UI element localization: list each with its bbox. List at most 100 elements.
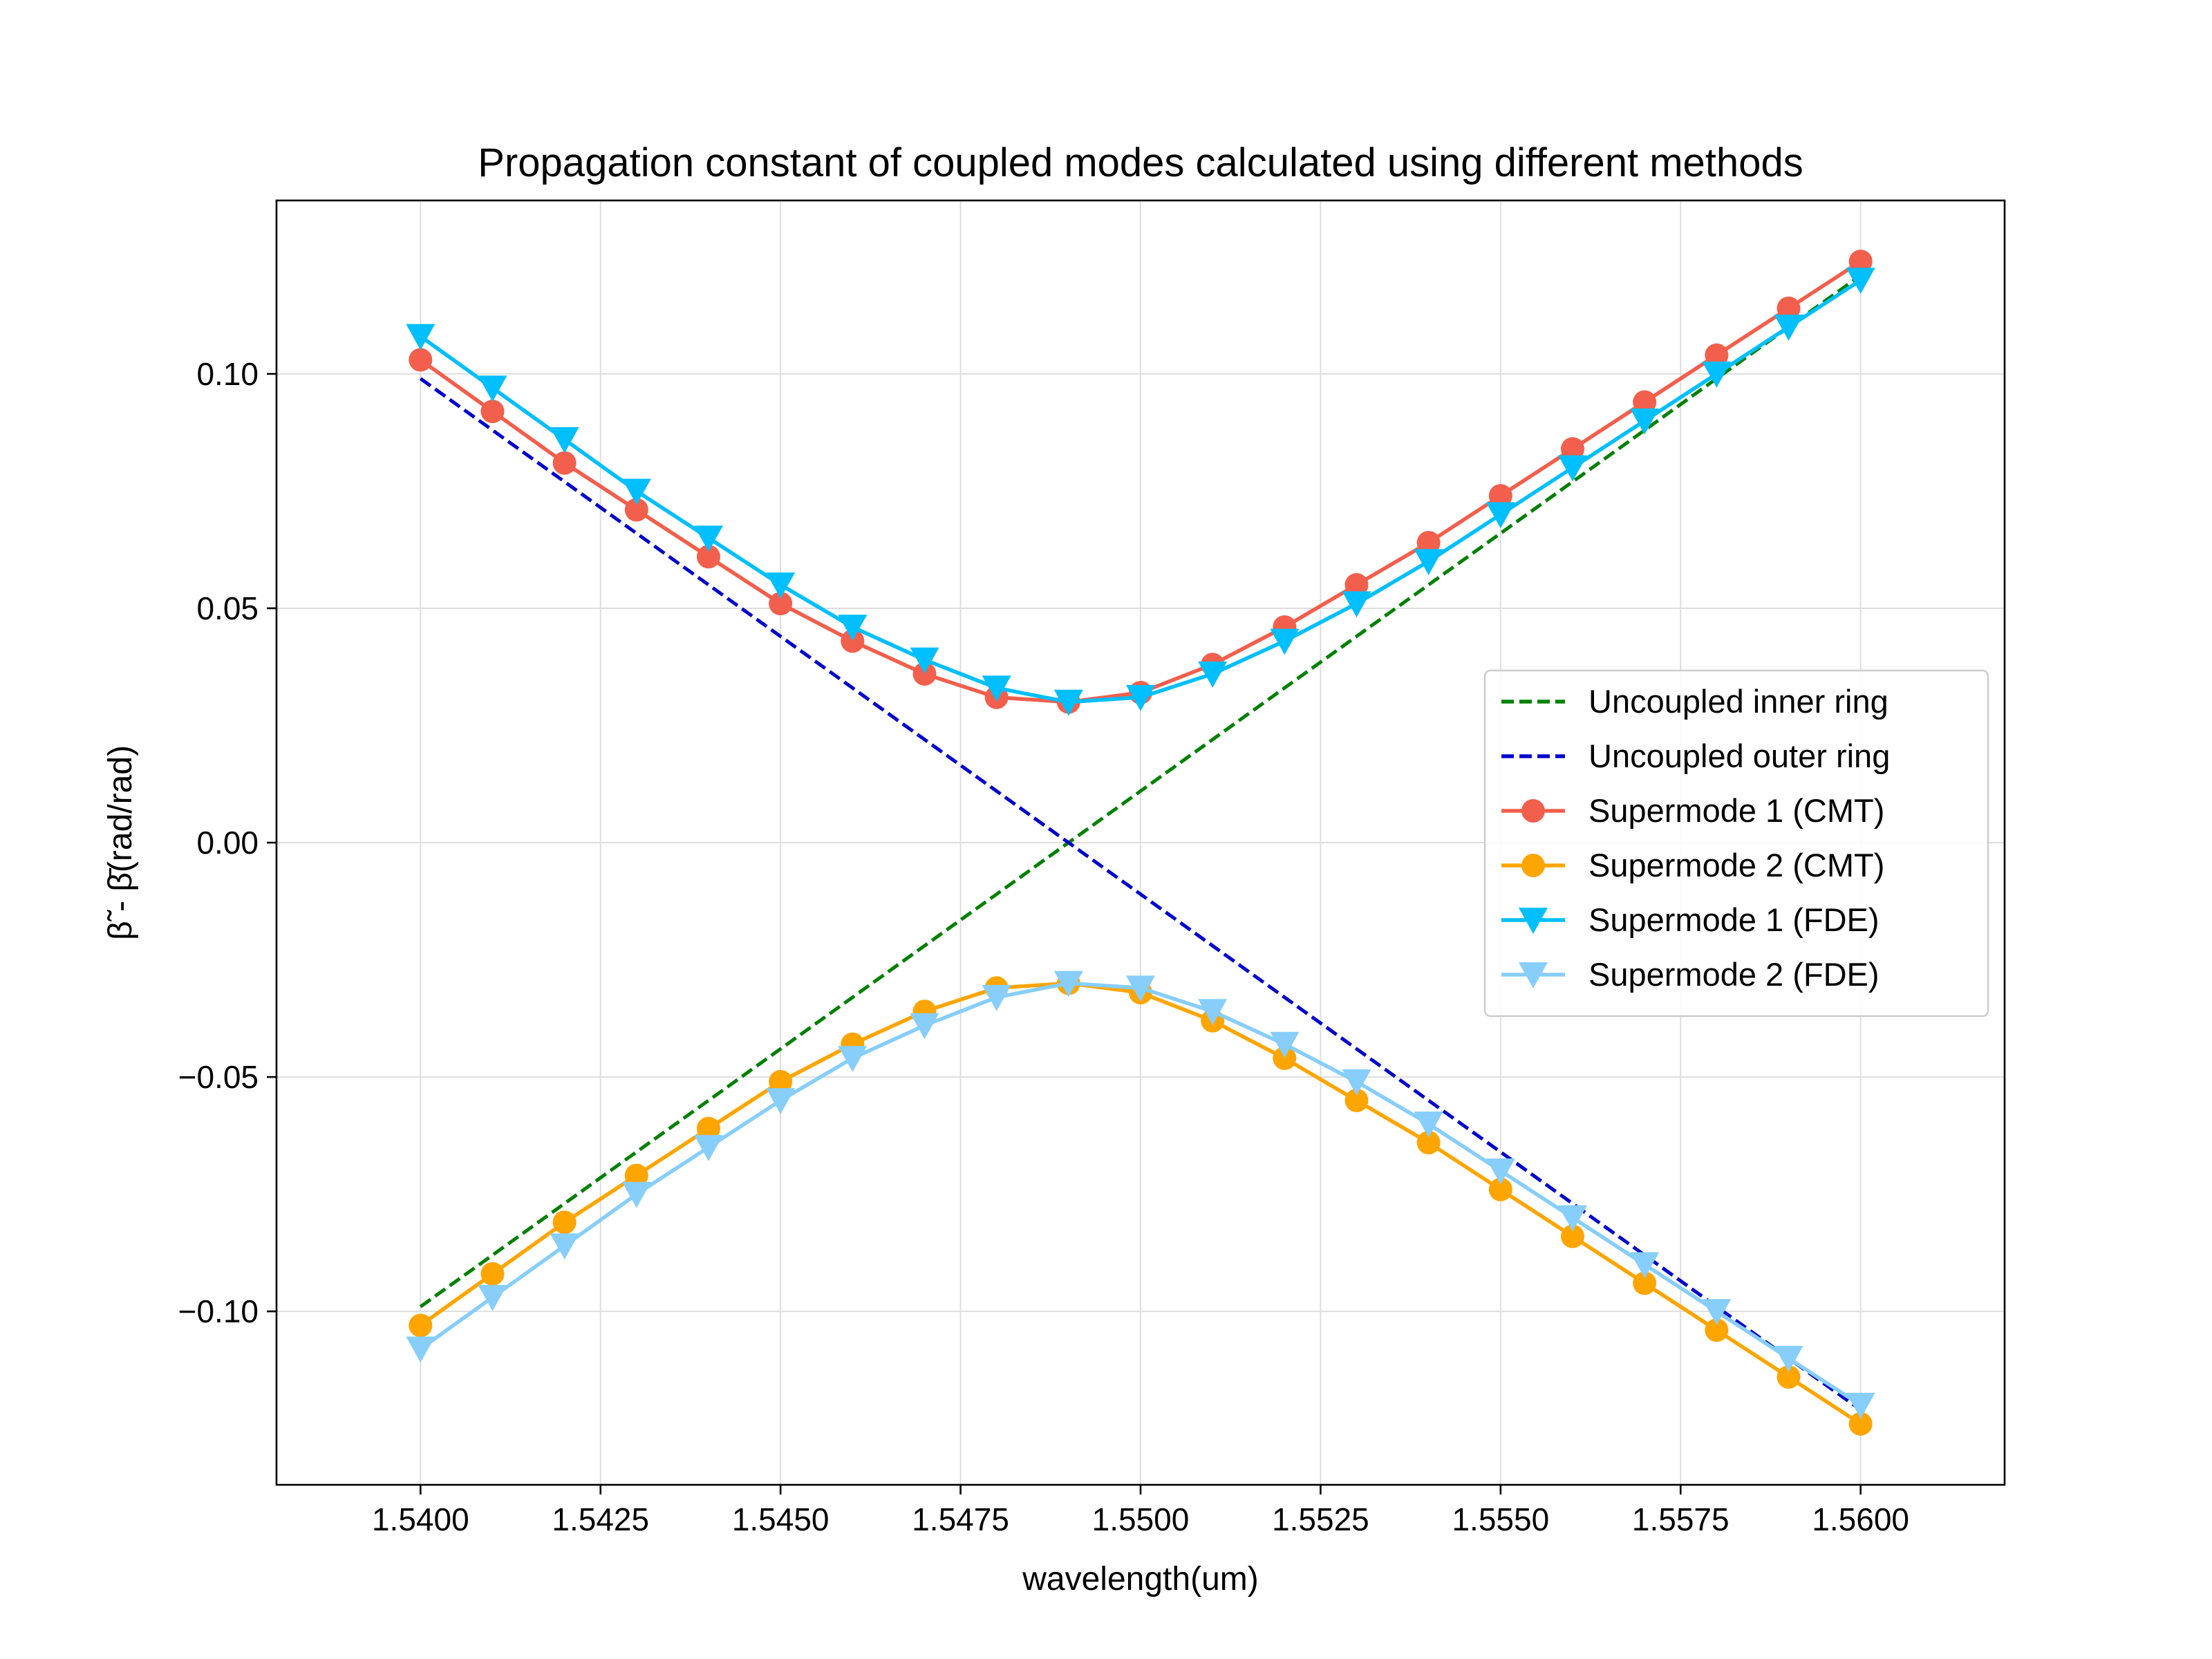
data-point — [1630, 1252, 1660, 1279]
legend-item: Supermode 1 (CMT) — [1501, 792, 1884, 829]
data-point — [766, 572, 796, 599]
legend-label: Supermode 2 (CMT) — [1588, 847, 1884, 883]
data-point — [1777, 296, 1801, 320]
legend-label: Supermode 2 (FDE) — [1588, 956, 1880, 993]
data-point — [1126, 684, 1155, 711]
data-point — [1630, 408, 1660, 435]
data-point — [1705, 343, 1729, 367]
data-point — [1270, 628, 1300, 655]
legend-marker — [1519, 908, 1548, 934]
y-axis-label: β̃ - β̄(rad/rad) — [102, 745, 139, 940]
x-tick-label: 1.5550 — [1452, 1501, 1549, 1537]
data-point — [1561, 437, 1584, 461]
data-point — [1342, 591, 1371, 618]
legend-marker — [1519, 962, 1548, 988]
series-4 — [406, 268, 1875, 716]
data-point — [478, 375, 507, 402]
data-point — [1273, 1046, 1297, 1070]
data-point — [982, 675, 1011, 702]
legend-label: Uncoupled inner ring — [1588, 683, 1888, 720]
data-point — [1705, 1318, 1729, 1342]
x-tick-label: 1.5575 — [1632, 1501, 1730, 1537]
series-line — [419, 377, 1862, 1412]
data-point — [1053, 689, 1083, 716]
data-point — [1774, 315, 1803, 341]
legend-item: Uncoupled inner ring — [1501, 683, 1888, 720]
legend-label: Supermode 1 (CMT) — [1588, 792, 1884, 829]
x-tick-label: 1.5450 — [732, 1501, 830, 1537]
data-point — [1126, 975, 1155, 1002]
data-point — [982, 984, 1011, 1011]
series-1 — [419, 377, 1862, 1412]
data-point — [1777, 1365, 1801, 1389]
data-point — [1633, 1271, 1657, 1295]
series-line — [419, 274, 1862, 1309]
data-point — [769, 592, 793, 616]
data-point — [1198, 999, 1228, 1026]
y-tick-label: 0.00 — [196, 825, 259, 861]
data-point — [838, 615, 868, 641]
data-point — [552, 1210, 577, 1235]
data-point — [1414, 549, 1443, 576]
x-tick-label: 1.5475 — [912, 1501, 1009, 1537]
data-point — [621, 1181, 651, 1208]
legend-item: Supermode 2 (FDE) — [1501, 956, 1880, 993]
data-point — [1633, 390, 1657, 414]
data-point — [912, 662, 937, 686]
data-point — [550, 427, 579, 453]
legend-item: Supermode 2 (CMT) — [1501, 847, 1884, 883]
x-tick-label: 1.5425 — [552, 1501, 649, 1537]
data-point — [1416, 531, 1441, 555]
data-point — [1342, 1069, 1371, 1096]
legend-box — [1483, 669, 1989, 1018]
x-tick-label: 1.5525 — [1272, 1501, 1369, 1537]
series-5 — [406, 971, 1875, 1419]
data-point — [1344, 573, 1369, 597]
data-point — [550, 1233, 579, 1260]
legend: Uncoupled inner ring Uncoupled outer ring… — [1483, 669, 1989, 1018]
data-point — [624, 1163, 648, 1188]
data-point — [409, 1313, 433, 1338]
data-point — [624, 498, 648, 522]
series-0 — [419, 274, 1862, 1309]
legend-item: Uncoupled outer ring — [1501, 738, 1890, 774]
data-point — [910, 647, 939, 674]
data-point — [841, 629, 865, 653]
data-point — [1488, 1177, 1512, 1201]
x-tick-label: 1.5500 — [1092, 1501, 1190, 1537]
data-point — [1846, 268, 1875, 294]
series-layer — [406, 250, 1875, 1436]
data-point — [406, 1336, 435, 1363]
legend-marker — [1521, 854, 1545, 877]
data-point — [1488, 484, 1512, 508]
legend-marker — [1521, 799, 1545, 823]
data-point — [552, 451, 577, 475]
data-point — [694, 1134, 723, 1161]
data-point — [1270, 1031, 1300, 1058]
y-tick-label: 0.05 — [196, 590, 259, 626]
data-point — [621, 478, 651, 505]
legend-label: Uncoupled outer ring — [1588, 738, 1890, 774]
data-point — [1702, 362, 1732, 388]
data-point — [910, 1013, 939, 1040]
data-point — [694, 525, 723, 552]
data-point — [1702, 1299, 1732, 1326]
data-point — [1416, 1130, 1441, 1154]
data-point — [1848, 250, 1873, 274]
chart-title: Propagation constant of coupled modes ca… — [478, 140, 1803, 185]
data-point — [1558, 455, 1587, 482]
data-point — [406, 324, 435, 350]
data-point — [838, 1046, 868, 1072]
data-point — [1846, 1392, 1875, 1419]
data-point — [478, 1284, 507, 1311]
data-point — [1198, 662, 1228, 688]
data-point — [1344, 1088, 1369, 1112]
data-point — [1485, 502, 1515, 529]
data-point — [766, 1088, 796, 1114]
data-point — [480, 1262, 505, 1286]
data-point — [1485, 1158, 1515, 1185]
data-point — [1774, 1346, 1803, 1372]
ticks-layer: 1.5400 1.5425 1.5450 1.5475 1.5500 1.5525 1.55… — [178, 356, 1909, 1537]
data-point — [697, 545, 720, 569]
